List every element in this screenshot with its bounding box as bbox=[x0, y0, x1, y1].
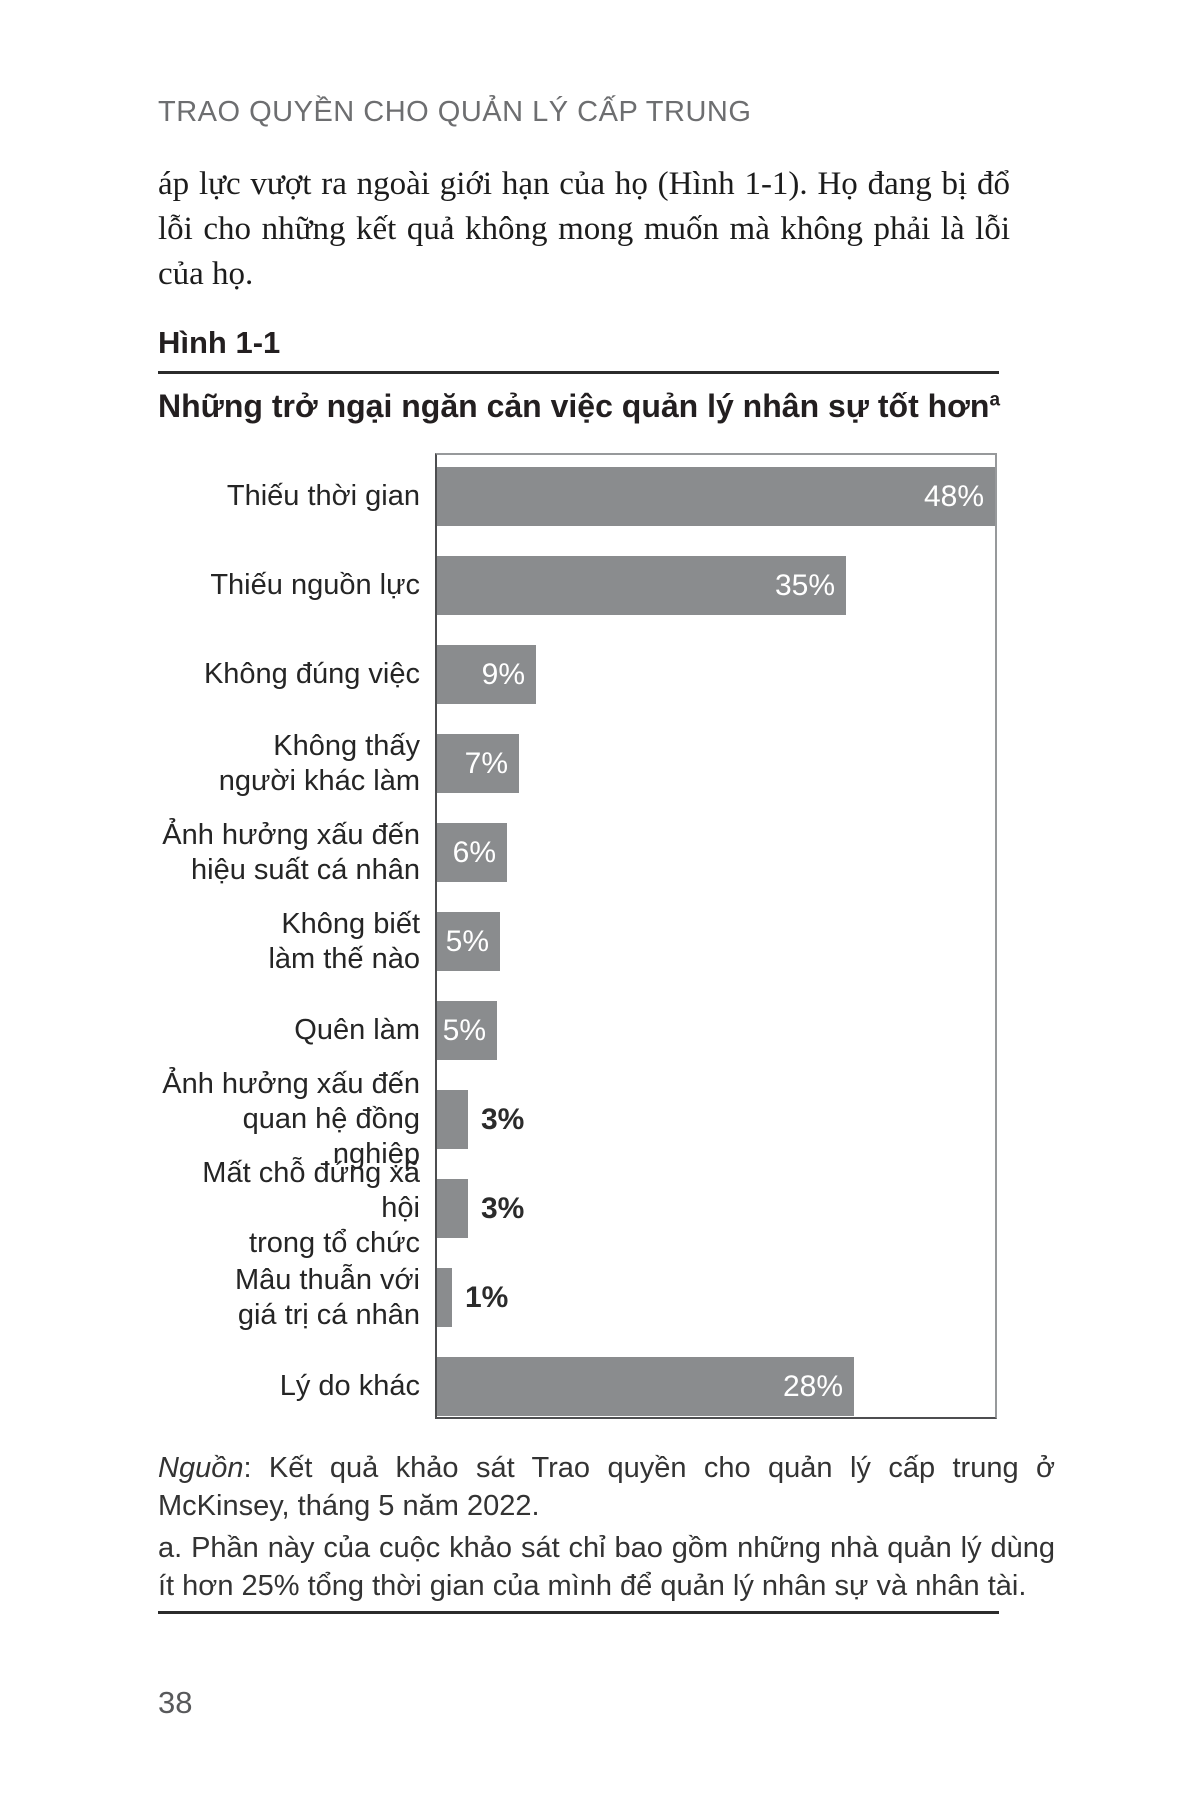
figure-source: Nguồn: Kết quả khảo sát Trao quyền cho q… bbox=[158, 1449, 1055, 1525]
bar-value-label: 3% bbox=[481, 1191, 525, 1225]
page-number: 38 bbox=[158, 1685, 193, 1720]
chart-row: 5% bbox=[437, 1001, 995, 1060]
chart-row: 6% bbox=[437, 823, 995, 882]
bar-value-label: 7% bbox=[464, 746, 508, 780]
bar-chart: Thiếu thời gian Thiếu nguồn lực Không đúng… bbox=[158, 453, 997, 1419]
bar bbox=[437, 1179, 468, 1238]
bar-value-label: 1% bbox=[465, 1280, 509, 1314]
bar-value-label: 3% bbox=[481, 1102, 525, 1136]
source-label: Nguồn bbox=[158, 1452, 244, 1484]
bar: 28% bbox=[437, 1357, 854, 1416]
bar: 35% bbox=[437, 556, 846, 615]
category-label: Thiếu thời gian bbox=[226, 480, 420, 512]
figure-title-note-marker: a bbox=[989, 389, 1001, 411]
figure-footnote: a. Phần này của cuộc khảo sát chỉ bao gồ… bbox=[158, 1532, 1055, 1602]
category-label: Không thấy người khác làm bbox=[218, 729, 420, 797]
category-label: Không đúng việc bbox=[203, 658, 420, 690]
category-label: Ảnh hưởng xấu đến quan hệ đồng nghiệp bbox=[162, 1068, 420, 1170]
bar-value-label: 28% bbox=[782, 1369, 843, 1403]
category-label: Lý do khác bbox=[279, 1370, 420, 1402]
bar bbox=[437, 1268, 452, 1327]
bar: 5% bbox=[437, 1001, 497, 1060]
figure-title: Những trở ngại ngăn cản việc quản lý nhâ… bbox=[158, 388, 1000, 425]
body-paragraph: áp lực vượt ra ngoài giới hạn của họ (Hì… bbox=[158, 166, 1010, 292]
category-label: Thiếu nguồn lực bbox=[210, 569, 420, 601]
figure-top-rule bbox=[158, 371, 999, 374]
figure-title-text: Những trở ngại ngăn cản việc quản lý nhâ… bbox=[158, 388, 990, 424]
bar-value-label: 5% bbox=[445, 924, 489, 958]
bar bbox=[437, 1090, 468, 1149]
figure-label: Hình 1-1 bbox=[158, 325, 281, 360]
chart-row: 28% bbox=[437, 1357, 995, 1416]
bar-value-label: 5% bbox=[442, 1013, 486, 1047]
bar: 7% bbox=[437, 734, 519, 793]
chart-row: 1% bbox=[437, 1268, 995, 1327]
bar-value-label: 35% bbox=[774, 568, 835, 602]
category-label: Mâu thuẫn với giá trị cá nhân bbox=[234, 1263, 420, 1331]
category-label: Mất chỗ đứng xã hội trong tổ chức bbox=[202, 1157, 420, 1259]
bottom-rule bbox=[158, 1611, 999, 1614]
chart-row: 3% bbox=[437, 1090, 995, 1149]
bar: 6% bbox=[437, 823, 507, 882]
chart-row: 5% bbox=[437, 912, 995, 971]
running-header: TRAO QUYỀN CHO QUẢN LÝ CẤP TRUNG bbox=[158, 96, 752, 128]
chart-row: 35% bbox=[437, 556, 995, 615]
bar-value-label: 9% bbox=[481, 657, 525, 691]
chart-row: 7% bbox=[437, 734, 995, 793]
bar-value-label: 6% bbox=[452, 835, 496, 869]
chart-row: 48% bbox=[437, 467, 995, 526]
category-label: Ảnh hưởng xấu đến hiệu suất cá nhân bbox=[162, 818, 420, 886]
chart-plot-area: 48% 35% 9% 7% 6% 5% 5% 3% 3% 1% 28% bbox=[435, 453, 997, 1419]
bar-value-label: 48% bbox=[923, 479, 984, 513]
bar: 5% bbox=[437, 912, 500, 971]
bar: 9% bbox=[437, 645, 536, 704]
category-label: Quên làm bbox=[294, 1014, 420, 1046]
chart-category-labels: Thiếu thời gian Thiếu nguồn lực Không đúng… bbox=[158, 453, 420, 1419]
chart-row: 3% bbox=[437, 1179, 995, 1238]
category-label: Không biết làm thế nào bbox=[268, 907, 420, 975]
bar: 48% bbox=[437, 467, 995, 526]
chart-row: 9% bbox=[437, 645, 995, 704]
source-text: : Kết quả khảo sát Trao quyền cho quản l… bbox=[158, 1452, 1055, 1522]
